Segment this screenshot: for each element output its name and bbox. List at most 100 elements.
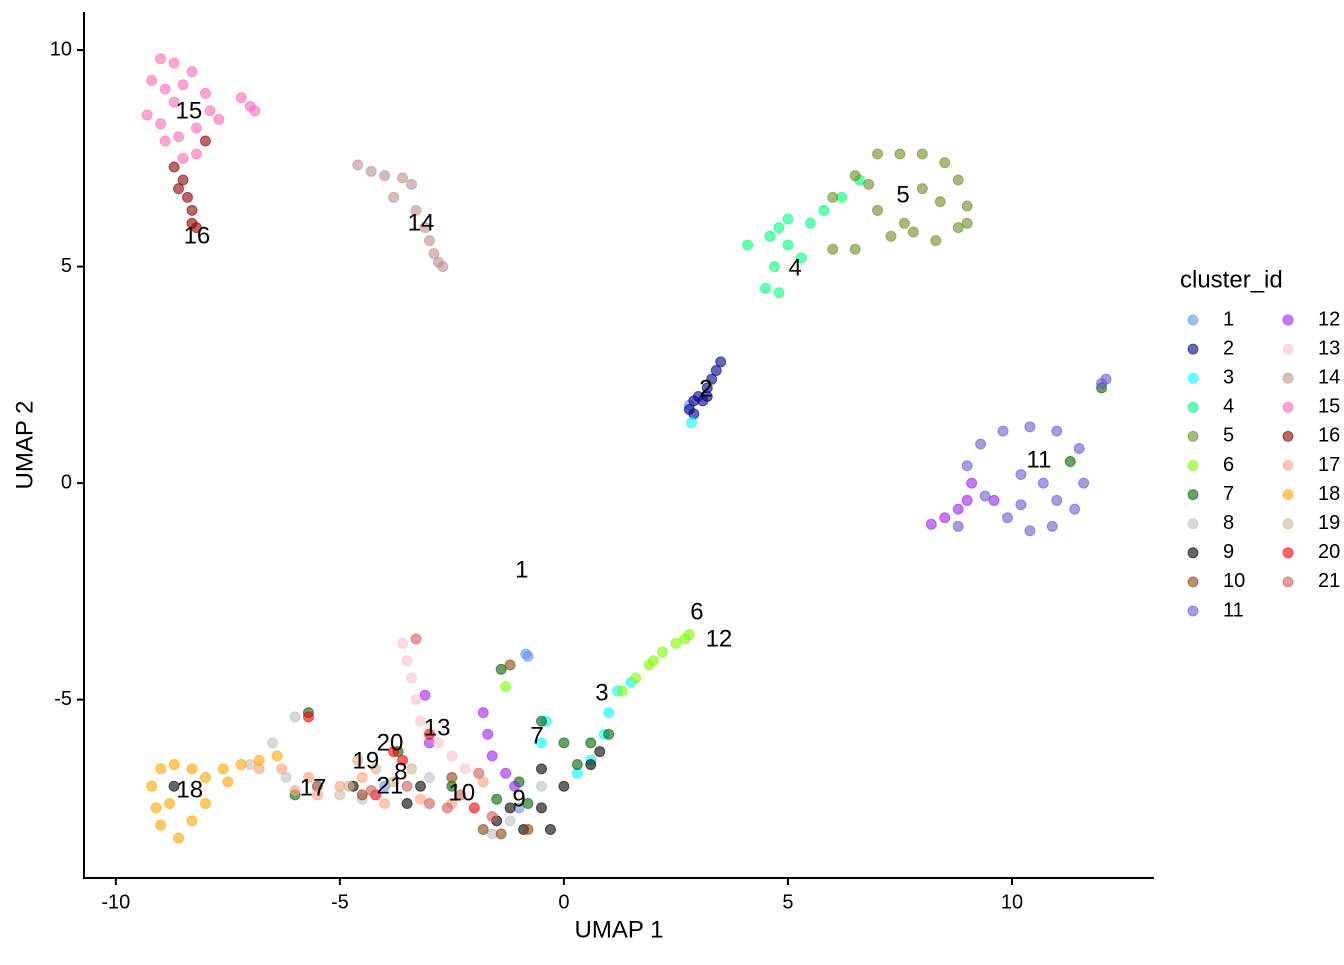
point <box>558 780 570 792</box>
point <box>952 503 964 515</box>
point <box>155 763 167 775</box>
point <box>1078 477 1090 489</box>
cluster-label: 16 <box>184 223 211 250</box>
point <box>782 239 794 251</box>
point <box>500 767 512 779</box>
point <box>397 754 409 766</box>
cluster-label: 1 <box>515 556 528 583</box>
point <box>522 798 534 810</box>
x-axis-title: UMAP 1 <box>575 916 664 943</box>
point <box>520 648 532 660</box>
point <box>760 282 772 294</box>
legend-label: 17 <box>1318 454 1340 476</box>
point <box>397 172 409 184</box>
point <box>473 767 485 779</box>
point <box>670 637 682 649</box>
point <box>173 832 185 844</box>
point <box>437 261 449 273</box>
point <box>1051 425 1063 437</box>
point <box>199 135 211 147</box>
point <box>159 135 171 147</box>
point <box>1024 421 1036 433</box>
point <box>535 737 547 749</box>
legend-swatch <box>1187 576 1199 588</box>
point <box>415 793 427 805</box>
point <box>388 746 400 758</box>
legend-swatch <box>1187 489 1199 501</box>
point <box>177 79 189 91</box>
point <box>885 230 897 242</box>
point <box>199 87 211 99</box>
point <box>486 811 498 823</box>
point <box>952 222 964 234</box>
point <box>522 824 534 836</box>
point <box>401 798 413 810</box>
point <box>186 815 198 827</box>
point <box>1069 503 1081 515</box>
point <box>961 200 973 212</box>
point <box>168 780 180 792</box>
point <box>419 222 431 234</box>
point <box>594 746 606 758</box>
point <box>818 204 830 216</box>
point <box>410 694 422 706</box>
point <box>415 715 427 727</box>
point <box>1037 477 1049 489</box>
point <box>222 776 234 788</box>
point <box>585 737 597 749</box>
point <box>1051 494 1063 506</box>
legend-label: 20 <box>1318 541 1340 563</box>
point <box>159 83 171 95</box>
point <box>406 672 418 684</box>
point <box>186 204 198 216</box>
point <box>423 798 435 810</box>
point <box>486 750 498 762</box>
point <box>406 763 418 775</box>
point <box>204 105 216 117</box>
point <box>186 763 198 775</box>
legend-label: 10 <box>1223 570 1245 592</box>
point <box>509 780 521 792</box>
point <box>186 66 198 78</box>
point <box>155 819 167 831</box>
point <box>455 789 467 801</box>
point <box>952 174 964 186</box>
cluster-label: 18 <box>176 776 203 803</box>
point <box>271 750 283 762</box>
point <box>939 157 951 169</box>
point <box>1024 525 1036 537</box>
legend-label: 13 <box>1318 337 1340 359</box>
point <box>352 159 364 171</box>
point <box>1046 520 1058 532</box>
point <box>356 789 368 801</box>
point <box>558 737 570 749</box>
legend-label: 21 <box>1318 570 1340 592</box>
cluster-label: 8 <box>394 759 407 786</box>
point <box>930 235 942 247</box>
point <box>768 261 780 273</box>
legend-swatch <box>1187 518 1199 530</box>
cluster-label: 9 <box>512 785 525 812</box>
legend-title: cluster_id <box>1180 266 1283 293</box>
x-tick-label: -10 <box>101 891 130 913</box>
legend-swatch <box>1187 401 1199 413</box>
y-tick-label: 5 <box>61 255 72 277</box>
point <box>432 737 444 749</box>
cluster-label: 19 <box>352 747 379 774</box>
legend-label: 11 <box>1223 599 1244 621</box>
point <box>863 178 875 190</box>
legend-label: 3 <box>1223 366 1234 388</box>
point <box>410 204 422 216</box>
point <box>190 148 202 160</box>
point <box>401 655 413 667</box>
point <box>280 772 292 784</box>
point <box>235 759 247 771</box>
point <box>150 802 162 814</box>
cluster-label: 3 <box>595 679 608 706</box>
point <box>168 161 180 173</box>
legend-label: 1 <box>1223 308 1234 330</box>
point <box>415 780 427 792</box>
point <box>1073 442 1085 454</box>
point <box>1064 455 1076 467</box>
